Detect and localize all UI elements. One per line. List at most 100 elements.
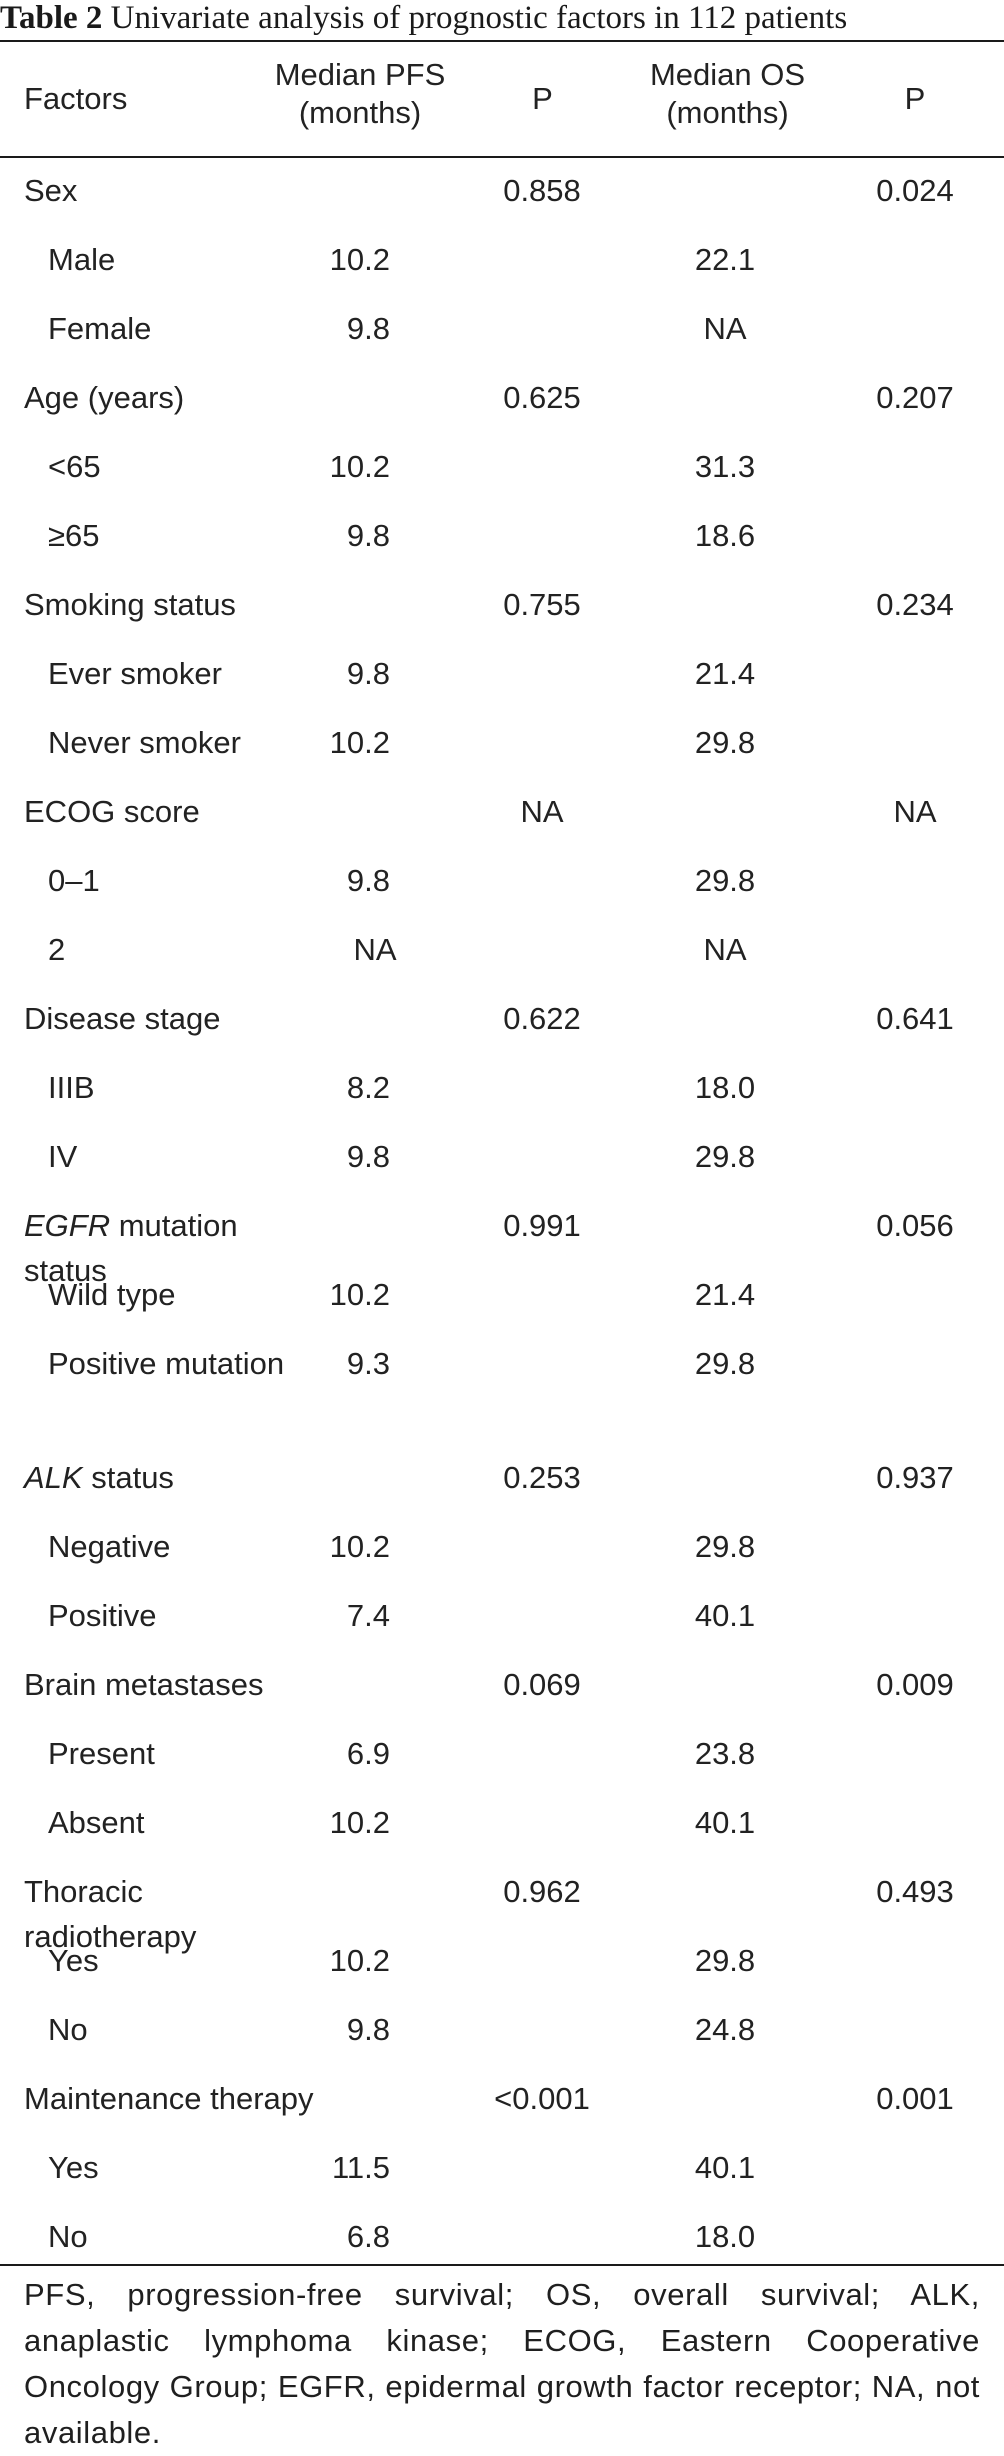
factor-cell: Male — [48, 237, 288, 282]
factor-label: 2 — [48, 932, 66, 967]
header-median-pfs-line2: (months) — [298, 95, 422, 130]
p-value-os-cell: 0.009 — [876, 1667, 954, 1702]
header-median-os: Median OS (months) — [600, 56, 855, 132]
table-bottom-rule — [0, 2264, 1004, 2266]
factor-label: Disease stage — [24, 1001, 221, 1036]
table-row-subcategory: Present 6.9 23.8 — [0, 1721, 1004, 1790]
p-value-pfs-cell: 0.991 — [503, 1208, 581, 1243]
table-row-factor: ECOG score NA NA — [0, 779, 1004, 848]
table-row-subcategory: No 9.8 24.8 — [0, 1997, 1004, 2066]
median-pfs-cell: NA — [353, 932, 397, 967]
factor-label: Positive — [48, 1598, 157, 1633]
factor-cell: Sex — [24, 168, 314, 213]
p-value-os-cell: 0.234 — [876, 587, 954, 622]
p-value-pfs-cell: NA — [520, 794, 564, 829]
factor-cell: IIIB — [48, 1065, 288, 1110]
median-os-cell: 29.8 — [694, 725, 756, 760]
factor-cell: Age (years) — [24, 375, 314, 420]
factor-cell: Negative — [48, 1524, 288, 1569]
factor-label: Yes — [48, 2150, 99, 2185]
median-os-cell: 22.1 — [694, 242, 756, 277]
table-top-rule — [0, 40, 1004, 42]
p-value-os-cell: 0.493 — [876, 1874, 954, 1909]
factor-cell: Positive — [48, 1593, 288, 1638]
table-row-subcategory: Male 10.2 22.1 — [0, 227, 1004, 296]
table-caption-text: Univariate analysis of prognostic factor… — [110, 0, 848, 36]
factor-cell: Wild type — [48, 1272, 288, 1317]
median-os-cell: 29.8 — [694, 1139, 756, 1174]
table-body: Sex 0.858 0.024 Male 10.2 22.1 Female 9.8 NA Age … — [0, 158, 1004, 2273]
factor-label: Positive mutation — [48, 1346, 285, 1381]
table-row-subcategory: Yes 11.5 40.1 — [0, 2135, 1004, 2204]
median-os-cell: NA — [703, 311, 747, 346]
factor-cell: Maintenance therapy — [24, 2076, 314, 2121]
median-os-cell: 21.4 — [694, 1277, 756, 1312]
factor-gene-name: EGFR — [24, 1208, 111, 1243]
factor-label: Age (years) — [24, 380, 185, 415]
table-row-factor: Sex 0.858 0.024 — [0, 158, 1004, 227]
median-pfs-cell: 7.4 — [346, 1598, 390, 1633]
p-value-os-cell: NA — [893, 794, 937, 829]
median-os-cell: 29.8 — [694, 1943, 756, 1978]
factor-label: Thoracic radiotherapy — [24, 1874, 197, 1954]
factor-label: Smoking status — [24, 587, 236, 622]
factor-cell: Disease stage — [24, 996, 314, 1041]
median-pfs-cell: 10.2 — [329, 1943, 390, 1978]
factor-cell: Absent — [48, 1800, 288, 1845]
factor-label: ≥65 — [48, 518, 100, 553]
median-os-cell: 31.3 — [694, 449, 756, 484]
factor-gene-name: ALK — [24, 1460, 83, 1495]
median-pfs-cell: 9.8 — [346, 656, 390, 691]
factor-label: IV — [48, 1139, 78, 1174]
factor-label: Ever smoker — [48, 656, 222, 691]
header-p-pfs: P — [532, 81, 553, 116]
median-os-cell: 24.8 — [694, 2012, 756, 2047]
p-value-os-cell: 0.001 — [876, 2081, 954, 2116]
median-os-cell: 29.8 — [694, 863, 756, 898]
median-pfs-cell: 6.8 — [346, 2219, 390, 2254]
header-factors: Factors — [24, 81, 128, 116]
p-value-pfs-cell: 0.962 — [503, 1874, 581, 1909]
factor-label: 0–1 — [48, 863, 100, 898]
factor-cell: ≥65 — [48, 513, 288, 558]
table-header: Factors Median PFS (months) P Median OS … — [0, 42, 1004, 156]
table-row-subcategory: Female 9.8 NA — [0, 296, 1004, 365]
p-value-pfs-cell: 0.622 — [503, 1001, 581, 1036]
p-value-os-cell: 0.937 — [876, 1460, 954, 1495]
factor-label: No — [48, 2219, 88, 2254]
factor-cell: Positive mutation — [48, 1341, 288, 1386]
median-os-cell: 18.0 — [694, 1070, 756, 1105]
factor-label: Absent — [48, 1805, 145, 1840]
table-row-factor: Thoracic radiotherapy 0.962 0.493 — [0, 1859, 1004, 1954]
table-row-subcategory: Positive 7.4 40.1 — [0, 1583, 1004, 1652]
table-row-factor: Maintenance therapy <0.001 0.001 — [0, 2066, 1004, 2135]
median-os-cell: 40.1 — [694, 1598, 756, 1633]
table-row-factor: Smoking status 0.755 0.234 — [0, 572, 1004, 641]
factor-label: Never smoker — [48, 725, 241, 760]
table-row-subcategory: No 6.8 18.0 — [0, 2204, 1004, 2273]
factor-label: Present — [48, 1736, 155, 1771]
header-median-pfs: Median PFS (months) — [230, 56, 490, 132]
median-pfs-cell: 10.2 — [329, 1277, 390, 1312]
factor-cell: <65 — [48, 444, 288, 489]
table-caption: Table 2 Univariate analysis of prognosti… — [0, 0, 847, 38]
factor-cell: ECOG score — [24, 789, 314, 834]
factor-cell: Yes — [48, 1938, 288, 1983]
median-pfs-cell: 9.8 — [346, 2012, 390, 2047]
median-os-cell: 29.8 — [694, 1346, 756, 1381]
factor-cell: Yes — [48, 2145, 288, 2190]
p-value-pfs-cell: 0.755 — [503, 587, 581, 622]
median-pfs-cell: 6.9 — [346, 1736, 390, 1771]
factor-cell: IV — [48, 1134, 288, 1179]
median-os-cell: 18.0 — [694, 2219, 756, 2254]
median-pfs-cell: 8.2 — [346, 1070, 390, 1105]
p-value-os-cell: 0.207 — [876, 380, 954, 415]
factor-cell: Female — [48, 306, 288, 351]
median-pfs-cell: 9.8 — [346, 1139, 390, 1174]
factor-cell: Present — [48, 1731, 288, 1776]
factor-cell: 2 — [48, 927, 288, 972]
factor-cell: Smoking status — [24, 582, 314, 627]
median-pfs-cell: 10.2 — [329, 449, 390, 484]
factor-label: status — [82, 1460, 174, 1495]
